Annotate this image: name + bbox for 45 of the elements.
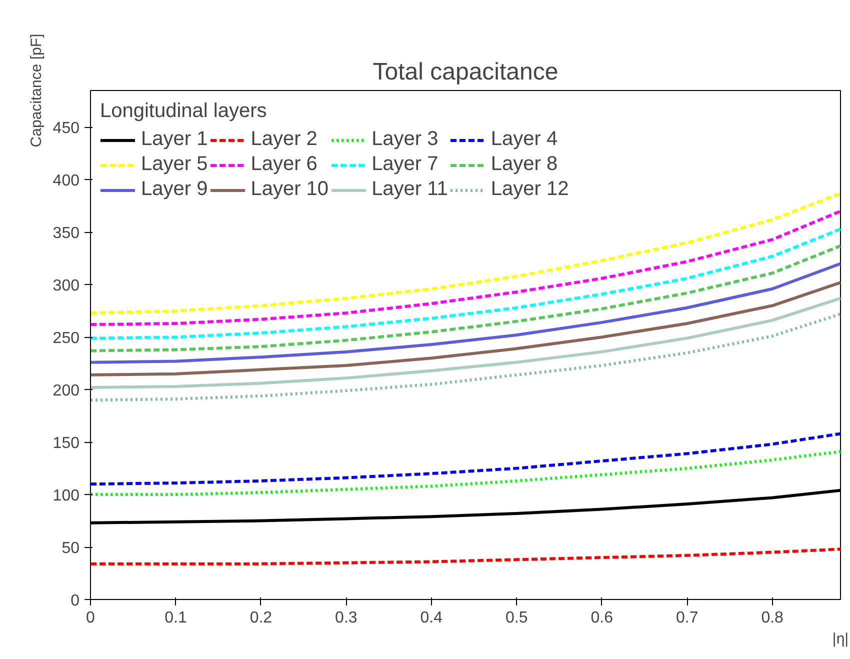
legend-label: Layer 4 xyxy=(490,128,558,151)
legend-label: Layer 5 xyxy=(141,153,208,176)
legend-label: Layer 8 xyxy=(490,153,558,176)
x-tick-label: 0.6 xyxy=(590,610,614,626)
y-tick-label: 100 xyxy=(52,488,80,505)
legend-label: Layer 11 xyxy=(372,178,448,201)
legend-label: Layer 6 xyxy=(250,153,318,176)
y-tick-label: 450 xyxy=(52,120,80,138)
line-series xyxy=(90,262,840,364)
legend-label: Layer 3 xyxy=(372,128,438,151)
line-series xyxy=(90,450,840,496)
x-tick-label: 0.1 xyxy=(164,610,187,626)
y-tick-label: 250 xyxy=(52,330,80,348)
legend-title: Longitudinal layers xyxy=(100,100,268,123)
x-tick-label: 0.2 xyxy=(250,610,272,626)
y-tick-label: 200 xyxy=(52,382,80,400)
y-tick-label: 150 xyxy=(52,435,80,452)
line-series xyxy=(90,228,840,340)
legend-label: Layer 12 xyxy=(490,178,569,201)
line-series xyxy=(90,296,840,390)
x-tick-label: 0.4 xyxy=(420,610,443,626)
x-tick-label: 0.3 xyxy=(335,610,358,626)
x-axis-title: |η| xyxy=(832,630,849,648)
x-tick-label: 0.7 xyxy=(676,610,698,626)
legend-label: Layer 1 xyxy=(141,128,208,151)
chart-title: Total capacitance xyxy=(372,58,558,86)
legend-label: Layer 7 xyxy=(372,153,438,176)
legend-label: Layer 2 xyxy=(250,128,318,151)
line-series xyxy=(90,281,840,376)
y-tick-label: 400 xyxy=(52,172,80,190)
line-series xyxy=(90,244,840,352)
legend-label: Layer 10 xyxy=(250,178,329,201)
y-tick-label: 50 xyxy=(62,540,80,558)
line-series xyxy=(90,432,840,486)
line-series xyxy=(90,210,840,326)
legend-label: Layer 9 xyxy=(141,178,208,201)
x-tick-label: 0 xyxy=(86,610,96,626)
y-tick-label: 350 xyxy=(52,225,80,242)
y-tick-label: 300 xyxy=(52,278,80,295)
y-axis-title: Capacitance [pF] xyxy=(28,34,45,148)
line-series xyxy=(90,548,840,566)
y-tick-label: 0 xyxy=(70,592,80,610)
line-series xyxy=(90,312,840,402)
x-tick-label: 0.5 xyxy=(506,610,528,626)
x-tick-label: 0.8 xyxy=(761,610,784,626)
